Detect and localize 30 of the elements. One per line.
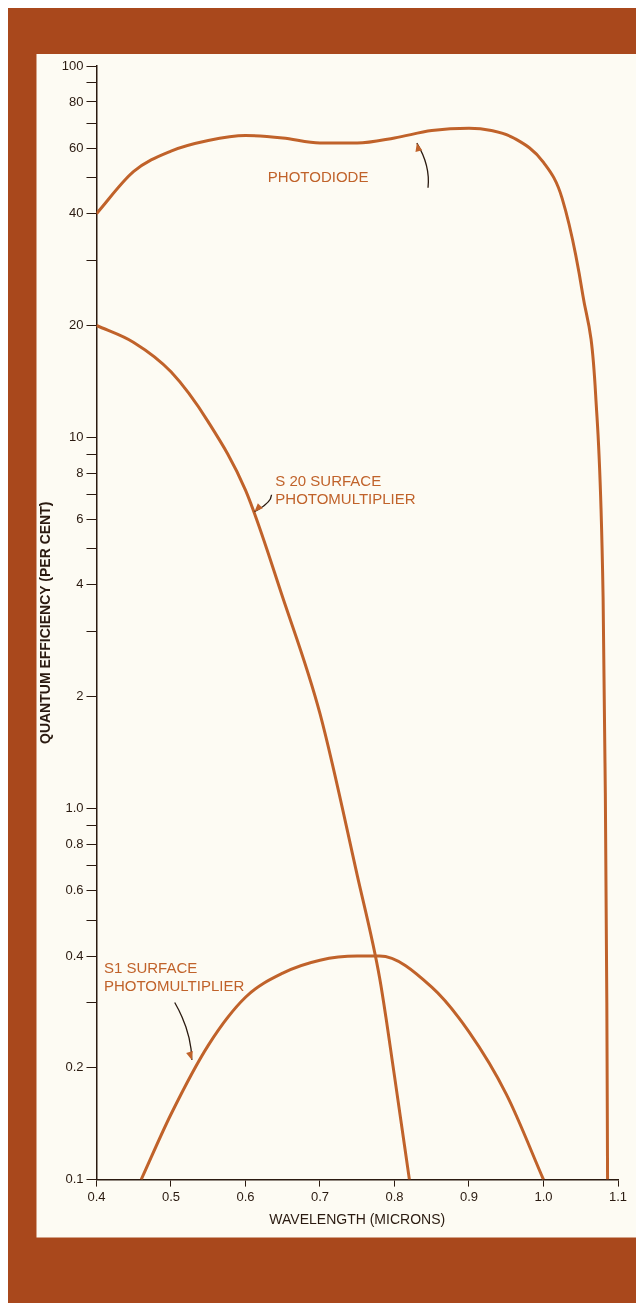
line-series [96, 126, 610, 1180]
x-axis-title: WAVELENGTH (MICRONS) [269, 1211, 446, 1228]
x-tick-label: 0.7 [310, 1188, 330, 1204]
y-tick-label: 100 [61, 57, 84, 73]
y-tick-label: 20 [69, 317, 84, 333]
y-tick-label: 40 [69, 205, 84, 221]
y-tick-label: 0.8 [65, 835, 84, 851]
x-tick-label: 0.6 [236, 1188, 255, 1204]
series-label: PHOTODIODE [267, 167, 369, 185]
y-tick-label: 2 [76, 688, 84, 704]
y-axis-title: QUANTUM EFFICIENCY (PER CENT) [37, 501, 54, 745]
y-tick-label: 1.0 [65, 799, 84, 815]
x-tick-label: 0.5 [161, 1188, 181, 1204]
y-tick-label: 80 [69, 93, 84, 109]
x-tick-label: 1.1 [608, 1188, 628, 1204]
x-tick-label: 0.8 [385, 1188, 404, 1204]
y-tick-label: 0.6 [65, 882, 84, 898]
y-tick-label: 0.4 [65, 947, 84, 963]
series-label: S1 SURFACE PHOTOMULTIPLIER [103, 958, 245, 994]
y-tick-label: 10 [69, 428, 84, 444]
y-tick-label: 0.2 [65, 1059, 84, 1075]
x-tick-label: 1.0 [534, 1188, 553, 1204]
x-tick-label: 0.9 [459, 1188, 479, 1204]
series-label: S 20 SURFACE PHOTOMULTIPLIER [275, 471, 416, 507]
y-tick-label: 4 [76, 576, 84, 592]
x-tick-label: 0.4 [87, 1188, 106, 1204]
y-tick-label: 6 [76, 511, 84, 527]
y-tick-label: 8 [76, 464, 84, 480]
y-tick-label: 60 [69, 139, 84, 155]
y-tick-label: 0.1 [65, 1171, 84, 1187]
